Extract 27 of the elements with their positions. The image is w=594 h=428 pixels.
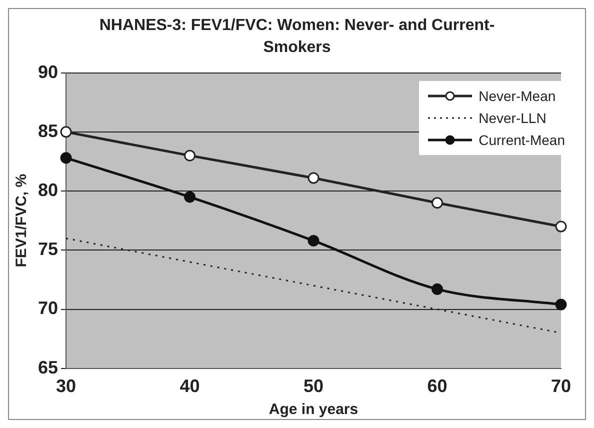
x-tick-label: 50 [303, 376, 324, 396]
y-tick-label: 70 [38, 298, 58, 318]
y-tick-label: 75 [38, 239, 58, 260]
chart-title: NHANES-3: FEV1/FVC: Women: Never- and Current-Smokers [98, 16, 496, 58]
x-tick-label: 60 [427, 376, 448, 396]
point [432, 283, 444, 295]
point [555, 220, 567, 232]
point [555, 298, 567, 310]
x-tick-label: 70 [550, 376, 572, 396]
y-tick-label: 80 [38, 180, 58, 200]
point [432, 197, 444, 209]
point [184, 150, 196, 162]
x-axis-title: Age in years [268, 401, 358, 418]
point [308, 172, 320, 184]
point [60, 152, 72, 164]
x-tick-label: 40 [180, 376, 200, 396]
x-tick-label: 30 [56, 376, 76, 396]
y-axis-title: FEV1/FVC, % [13, 174, 30, 268]
y-tick-label: 65 [38, 357, 58, 378]
point [308, 234, 320, 246]
point [184, 191, 196, 203]
y-tick-label: 85 [38, 120, 58, 141]
y-tick-label: 90 [38, 62, 58, 82]
legend-label: Current-Mean [478, 132, 565, 148]
point [60, 126, 72, 138]
legend-label: Never-Mean [478, 88, 556, 104]
legend-label: Never-LLN [478, 110, 546, 126]
